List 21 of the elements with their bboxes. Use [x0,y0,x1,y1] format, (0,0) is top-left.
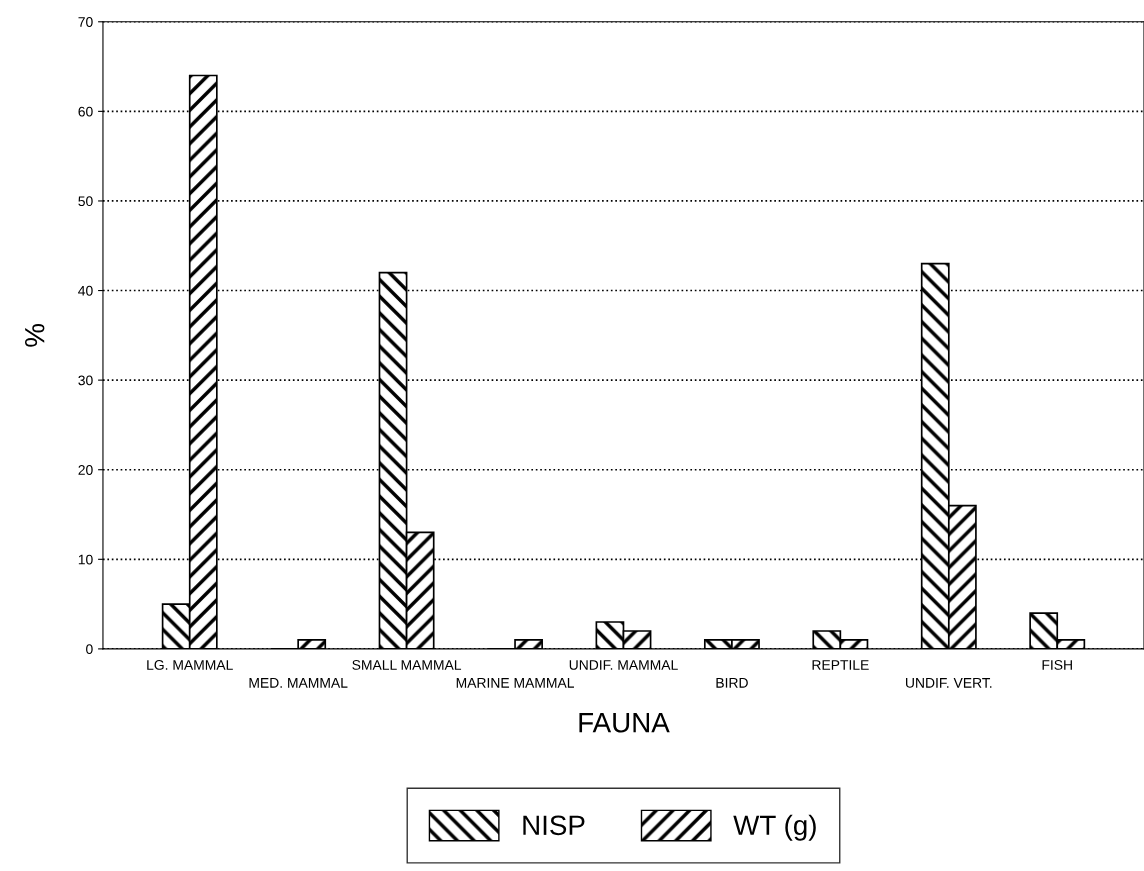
y-tick-label: 20 [78,465,93,475]
y-tick-label: 60 [78,106,93,117]
x-tick-label: MARINE MAMMAL [456,678,574,688]
legend-label: WT (g) [733,814,816,841]
y-axis-title: % [24,323,45,347]
x-tick-label: REPTILE [812,660,869,670]
legend-label: NISP [523,815,585,836]
y-tick-label: 10 [78,554,93,565]
y-tick-label: 50 [78,196,93,207]
x-axis-title: FAUNA [579,713,670,733]
x-tick-label: SMALL MAMMAL [352,660,462,670]
x-tick-label: FISH [1042,660,1072,670]
y-tick-label: 70 [78,17,93,27]
y-tick-label: 30 [78,375,93,386]
x-tick-label: UNDIF. MAMMAL [569,660,678,670]
x-tick-label: BIRD [716,678,748,688]
x-tick-label: LG. MAMMAL [147,660,233,670]
y-tick-label: 0 [86,644,93,655]
x-tick-label: UNDIF. VERT. [906,678,992,688]
x-tick-label: MED. MAMMAL [249,678,348,688]
y-tick-label: 40 [78,285,93,296]
